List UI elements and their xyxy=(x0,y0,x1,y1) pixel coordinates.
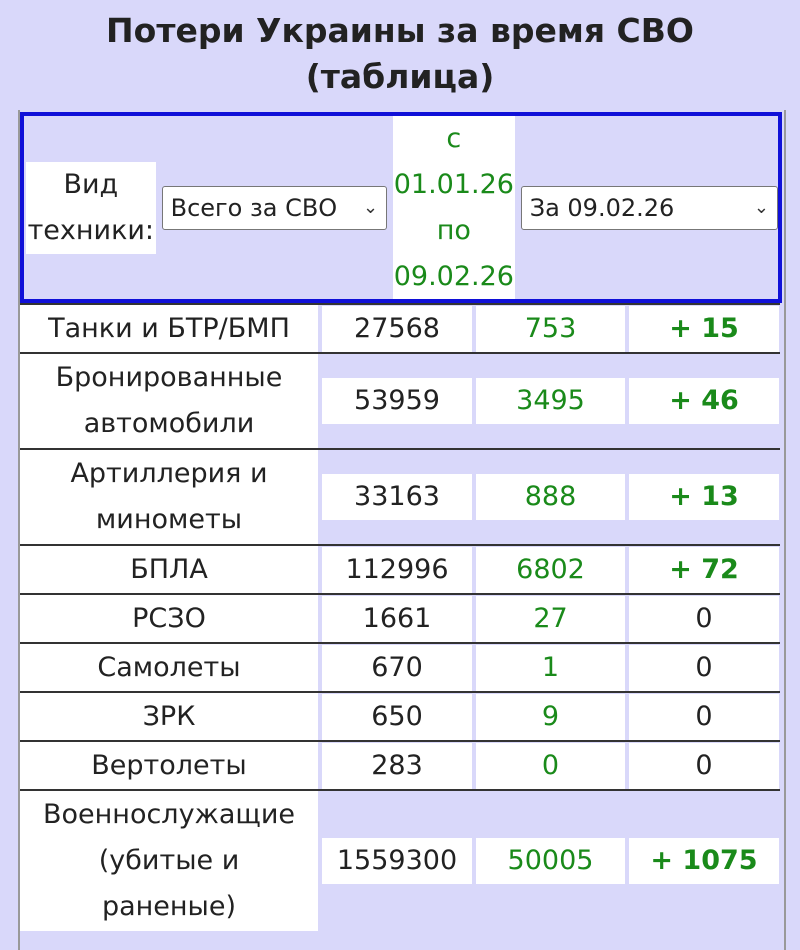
chevron-down-icon: ⌄ xyxy=(362,197,379,218)
day-cell: + 72 xyxy=(629,546,779,593)
day-cell: + 13 xyxy=(629,450,779,544)
day-cell: 0 xyxy=(629,595,779,642)
total-cell: 1661 xyxy=(322,595,472,642)
row-name: БПЛА xyxy=(20,546,318,593)
table-row: Вертолеты 283 0 0 xyxy=(20,740,780,789)
total-cell: 283 xyxy=(322,742,472,789)
total-cell: 112996 xyxy=(322,546,472,593)
period-cell: 1 xyxy=(476,644,625,691)
row-name: Вертолеты xyxy=(20,742,318,789)
table-row: РСЗО 1661 27 0 xyxy=(20,593,780,642)
period-cell: 0 xyxy=(476,742,625,789)
day-cell: 0 xyxy=(629,742,779,789)
chevron-down-icon: ⌄ xyxy=(753,197,769,218)
day-cell: 0 xyxy=(629,693,779,740)
total-cell: 33163 xyxy=(322,450,472,544)
period-cell: 3495 xyxy=(476,354,625,448)
total-cell: 53959 xyxy=(322,354,472,448)
total-cell: 670 xyxy=(322,644,472,691)
row-name: Бронированные автомобили xyxy=(20,354,318,448)
table-row: Танки и БТР/БМП 27568 753 + 15 xyxy=(20,303,780,352)
date-range: с 01.01.26 по 09.02.26 xyxy=(393,116,515,299)
table-row: Бронированные автомобили 53959 3495 + 46 xyxy=(20,352,780,448)
row-name: Самолеты xyxy=(20,644,318,691)
day-cell: + 1075 xyxy=(629,791,779,931)
total-cell: 27568 xyxy=(322,305,472,352)
period-cell: 753 xyxy=(476,305,625,352)
period-type-select[interactable]: Всего за СВО ⌄ xyxy=(161,185,388,230)
table-frame xyxy=(18,110,786,950)
period-cell: 888 xyxy=(476,450,625,544)
page-title: Потери Украины за время СВО (таблица) xyxy=(106,11,694,96)
day-cell: + 46 xyxy=(629,354,779,448)
day-select[interactable]: За 09.02.26 ⌄ xyxy=(520,185,778,230)
period-cell: 9 xyxy=(476,693,625,740)
table-row: Военнослужащие (убитые и раненые) 1559300 50… xyxy=(20,789,780,931)
total-cell: 1559300 xyxy=(322,791,472,931)
total-cell: 650 xyxy=(322,693,472,740)
losses-table: Танки и БТР/БМП 27568 753 + 15 Бронированные… xyxy=(20,303,780,931)
table-row: ЗРК 650 9 0 xyxy=(20,691,780,740)
row-name: Танки и БТР/БМП xyxy=(20,305,318,352)
period-cell: 27 xyxy=(476,595,625,642)
equipment-type-label: Вид техники: xyxy=(26,161,156,254)
period-cell: 6802 xyxy=(476,546,625,593)
row-name: РСЗО xyxy=(20,595,318,642)
table-row: БПЛА 112996 6802 + 72 xyxy=(20,544,780,593)
row-name: Военнослужащие (убитые и раненые) xyxy=(20,791,318,931)
row-name: Артиллерия и минометы xyxy=(20,450,318,544)
day-cell: 0 xyxy=(629,644,779,691)
period-cell: 50005 xyxy=(476,791,625,931)
row-name: ЗРК xyxy=(20,693,318,740)
table-row: Артиллерия и минометы 33163 888 + 13 xyxy=(20,448,780,544)
table-row: Самолеты 670 1 0 xyxy=(20,642,780,691)
filter-header: Вид техники: Всего за СВО ⌄ с 01.01.26 по… xyxy=(20,112,782,303)
day-cell: + 15 xyxy=(629,305,779,352)
